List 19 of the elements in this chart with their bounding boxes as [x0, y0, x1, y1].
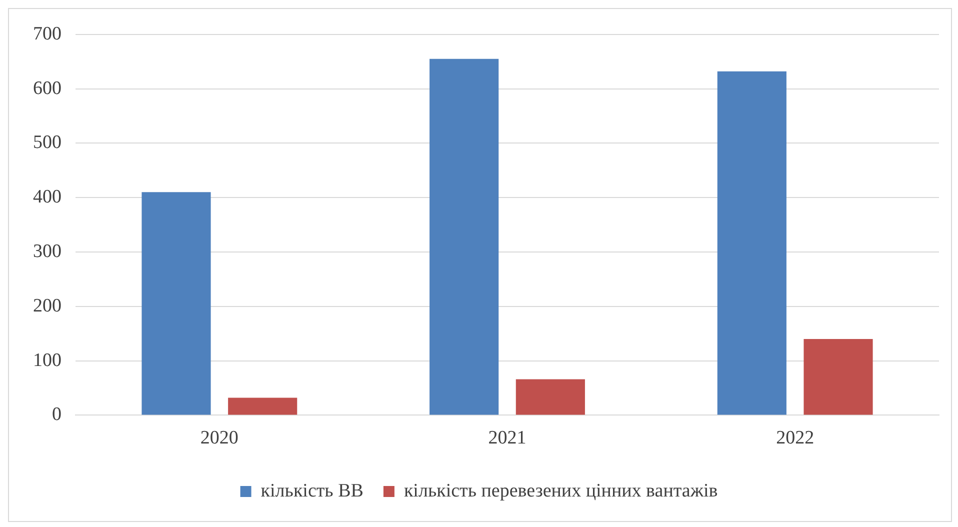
y-tick-label: 300 — [33, 240, 62, 262]
y-tick-label: 0 — [52, 404, 62, 426]
y-tick-label: 700 — [33, 23, 62, 44]
y-tick-label: 200 — [33, 295, 62, 316]
bar — [228, 398, 298, 415]
bar — [717, 71, 786, 415]
x-tick-label: 2020 — [200, 428, 238, 449]
x-tick-label: 2022 — [776, 428, 814, 449]
y-tick-label: 100 — [33, 350, 62, 371]
y-tick-label: 400 — [33, 186, 62, 208]
bar — [804, 339, 873, 415]
bar — [516, 379, 585, 415]
bar — [142, 192, 211, 415]
legend-label: кількість перевезених цінних вантажів — [404, 480, 718, 502]
bar — [430, 58, 499, 415]
x-tick-label: 2021 — [488, 428, 526, 449]
legend-label: кількість ВВ — [260, 480, 364, 502]
y-tick-label: 500 — [33, 132, 62, 154]
y-tick-label: 600 — [33, 78, 62, 99]
